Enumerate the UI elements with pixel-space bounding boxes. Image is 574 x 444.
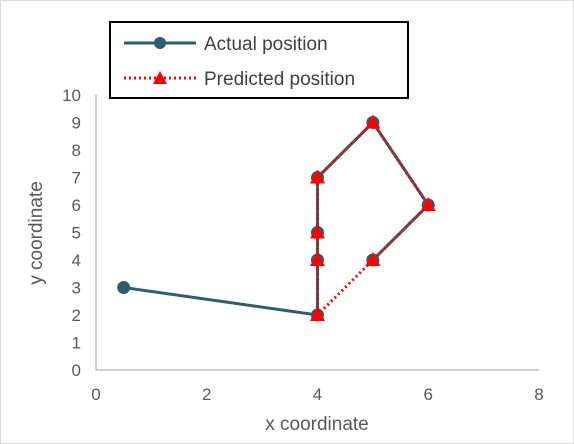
x-tick-labels: 0 2 4 6 8 xyxy=(91,385,543,404)
y-tick-label: 2 xyxy=(72,306,81,325)
legend-entry-actual: Actual position xyxy=(124,34,328,55)
series-layer xyxy=(117,114,436,322)
y-tick-label: 9 xyxy=(72,114,81,133)
series-actual-position xyxy=(117,116,435,322)
data-point-predicted-position xyxy=(310,252,325,266)
x-tick-label: 4 xyxy=(313,385,322,404)
y-tick-label: 8 xyxy=(72,141,81,160)
legend-entry-predicted: Predicted position xyxy=(124,69,355,90)
y-tick-label: 7 xyxy=(72,169,81,188)
x-tick-label: 8 xyxy=(534,385,543,404)
y-tick-label: 1 xyxy=(72,334,81,353)
y-axis-title: y coordinate xyxy=(26,181,47,285)
data-point-predicted-position xyxy=(420,197,436,211)
x-tick-label: 2 xyxy=(202,385,211,404)
series-predicted-position xyxy=(310,114,436,321)
series-line-actual-position xyxy=(123,121,430,317)
legend-predicted-label: Predicted position xyxy=(204,69,355,90)
data-point-predicted-position xyxy=(365,114,381,129)
legend-actual-marker xyxy=(154,37,166,49)
legend-actual-label: Actual position xyxy=(204,34,328,55)
data-point-predicted-position xyxy=(365,252,381,266)
y-tick-label: 4 xyxy=(72,251,81,270)
data-point-predicted-position xyxy=(310,224,325,239)
legend-predicted-marker xyxy=(153,71,167,84)
y-tick-label: 5 xyxy=(72,224,81,243)
y-tick-label: 6 xyxy=(72,196,81,215)
data-point-predicted-position xyxy=(310,169,325,184)
data-point-predicted-position xyxy=(310,307,325,321)
y-tick-label: 3 xyxy=(72,279,81,298)
legend: Actual position Predicted position xyxy=(109,21,409,99)
x-tick-label: 6 xyxy=(424,385,433,404)
x-tick-label: 0 xyxy=(91,385,100,404)
y-tick-labels: 0 1 2 3 4 5 6 7 8 9 10 xyxy=(62,86,81,380)
y-tick-label: 10 xyxy=(62,86,81,105)
series-line-predicted-position xyxy=(316,121,430,317)
data-point-actual-position xyxy=(117,281,131,294)
x-axis-title: x coordinate xyxy=(265,414,369,435)
axes xyxy=(95,95,539,371)
y-tick-label: 0 xyxy=(72,361,81,380)
legend-box xyxy=(109,21,409,99)
